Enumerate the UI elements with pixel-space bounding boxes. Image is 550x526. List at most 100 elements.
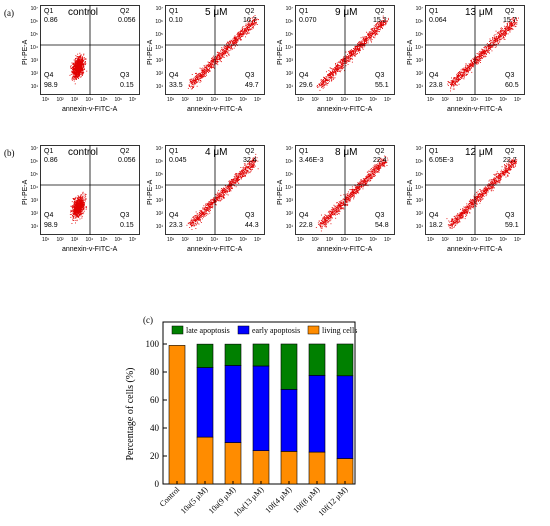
- quadrant-label-q4: Q4: [169, 72, 179, 79]
- quadrant-label-q2: Q2: [120, 148, 130, 155]
- x-tick-label: 10²: [311, 97, 319, 103]
- quadrant-value-q1: 0.064: [429, 17, 447, 24]
- bar-late-apoptosis-6: [308, 343, 326, 376]
- row-label-a: (a): [4, 8, 14, 18]
- quadrant-label-q3: Q3: [505, 72, 515, 79]
- x-tick-label: 10a(13 μM): [232, 485, 266, 519]
- quadrant-value-q1: 0.10: [169, 17, 183, 24]
- bar-late-apoptosis-5: [280, 343, 298, 390]
- bar-living-cells-7: [336, 458, 354, 485]
- condition-label: 5 μM: [205, 7, 228, 18]
- x-tick-label: 10²: [181, 237, 189, 243]
- x-tick-label: 10⁵: [355, 237, 363, 243]
- bar-early-apoptosis-3: [224, 365, 242, 443]
- x-tick-label: 10⁵: [355, 97, 363, 103]
- quadrant-value-q4: 33.5: [169, 82, 183, 89]
- y-tick-label: 10⁶: [285, 19, 293, 25]
- y-tick-label: 10¹: [155, 84, 163, 90]
- y-tick-label: 10⁶: [155, 159, 163, 165]
- y-tick-label: 10⁵: [285, 32, 293, 38]
- y-tick-label: 10¹: [415, 84, 423, 90]
- legend-swatch: [307, 325, 320, 335]
- x-tick-label: 10³: [196, 237, 204, 243]
- y-tick-label: 60: [150, 395, 160, 405]
- y-tick-label: 10⁴: [285, 45, 293, 51]
- x-axis-label: annexin-v-FITC-A: [447, 246, 503, 253]
- y-tick-label: 10¹: [285, 224, 293, 230]
- x-tick-label: 10³: [71, 237, 79, 243]
- bar-living-cells-4: [252, 450, 270, 485]
- x-tick-label: 10⁶: [499, 237, 508, 243]
- quadrant-value-q2: 22.4: [373, 157, 387, 164]
- y-tick-label: 10⁷: [155, 146, 163, 152]
- y-tick-label: 10³: [415, 58, 423, 64]
- x-tick-label: 10f(12 μM): [317, 485, 350, 518]
- x-tick-label: 10⁷: [129, 237, 137, 243]
- x-tick-label: 10³: [71, 97, 79, 103]
- scatter-plot: [295, 5, 395, 95]
- quadrant-value-q3: 44.3: [245, 222, 259, 229]
- x-tick-label: 10⁵: [100, 237, 108, 243]
- x-tick-label: 10¹: [42, 237, 50, 243]
- scatter-plot: [40, 145, 140, 235]
- x-tick-label: 10³: [456, 237, 464, 243]
- cell-events: [447, 17, 519, 92]
- quadrant-label-q4: Q4: [299, 212, 309, 219]
- y-tick-label: 10¹: [30, 84, 38, 90]
- y-tick-label: 10⁵: [155, 32, 163, 38]
- quadrant-label-q2: Q2: [120, 8, 130, 15]
- bar-living-cells-6: [308, 451, 326, 485]
- flow-panel-r2-c2: Q1 0.045 Q2 32.4 Q4 23.3 Q3 44.3 4 μM PI-PE-A anne…: [147, 145, 265, 253]
- y-tick-label: 10⁴: [30, 185, 38, 191]
- x-tick-label: 10⁶: [239, 97, 248, 103]
- x-axis-label: annexin-v-FITC-A: [187, 246, 243, 253]
- x-axis-label: annexin-v-FITC-A: [317, 246, 373, 253]
- quadrant-value-q3: 54.8: [375, 222, 389, 229]
- x-tick-label: 10⁵: [485, 237, 493, 243]
- y-tick-label: 10⁷: [415, 146, 423, 152]
- y-tick-label: 10⁷: [415, 6, 423, 12]
- quadrant-value-q3: 49.7: [245, 82, 259, 89]
- condition-label: 9 μM: [335, 7, 358, 18]
- quadrant-label-q2: Q2: [505, 148, 515, 155]
- cell-events: [69, 191, 87, 224]
- y-tick-label: 10⁵: [155, 172, 163, 178]
- y-tick-label: 10¹: [30, 224, 38, 230]
- scatter-plot: [425, 145, 525, 235]
- bar-living-cells-2: [196, 436, 214, 485]
- x-tick-label: 10³: [326, 97, 334, 103]
- x-tick-label: 10⁴: [340, 97, 349, 103]
- cell-events: [69, 52, 88, 85]
- bar-late-apoptosis-4: [252, 343, 270, 367]
- quadrant-label-q2: Q2: [245, 148, 255, 155]
- y-tick-label: 10³: [155, 58, 163, 64]
- x-axis-label: annexin-v-FITC-A: [62, 106, 118, 113]
- bar-early-apoptosis-7: [336, 375, 354, 459]
- y-tick-label: 10⁵: [415, 32, 423, 38]
- y-tick-label: 10²: [30, 71, 38, 77]
- legend-swatch: [171, 325, 184, 335]
- y-tick-label: 10²: [155, 211, 163, 217]
- y-tick-label: 10³: [285, 198, 293, 204]
- bar-early-apoptosis-6: [308, 375, 326, 453]
- y-tick-label: 10²: [415, 211, 423, 217]
- y-tick-label: 10⁶: [285, 159, 293, 165]
- quadrant-value-q1: 0.86: [44, 17, 58, 24]
- bar-late-apoptosis-7: [336, 343, 354, 377]
- y-tick-label: 10⁷: [30, 146, 38, 152]
- quadrant-label-q4: Q4: [169, 212, 179, 219]
- cell-events: [315, 155, 389, 232]
- y-tick-label: 10⁷: [285, 146, 293, 152]
- y-tick-label: 10⁴: [30, 45, 38, 51]
- x-tick-label: 10⁴: [210, 97, 219, 103]
- condition-label: 13 μM: [465, 7, 493, 18]
- row-label-c: (c): [143, 315, 153, 325]
- quadrant-label-q1: Q1: [299, 148, 309, 155]
- scatter-plot: [165, 145, 265, 235]
- quadrant-label-q1: Q1: [44, 8, 54, 15]
- flow-panel-r2-c1: Q1 0.86 Q2 0.056 Q4 98.9 Q3 0.15 control PI-PE-A a…: [22, 145, 140, 253]
- quadrant-value-q4: 98.9: [44, 222, 58, 229]
- x-tick-label: 10¹: [297, 97, 305, 103]
- quadrant-label-q3: Q3: [375, 72, 385, 79]
